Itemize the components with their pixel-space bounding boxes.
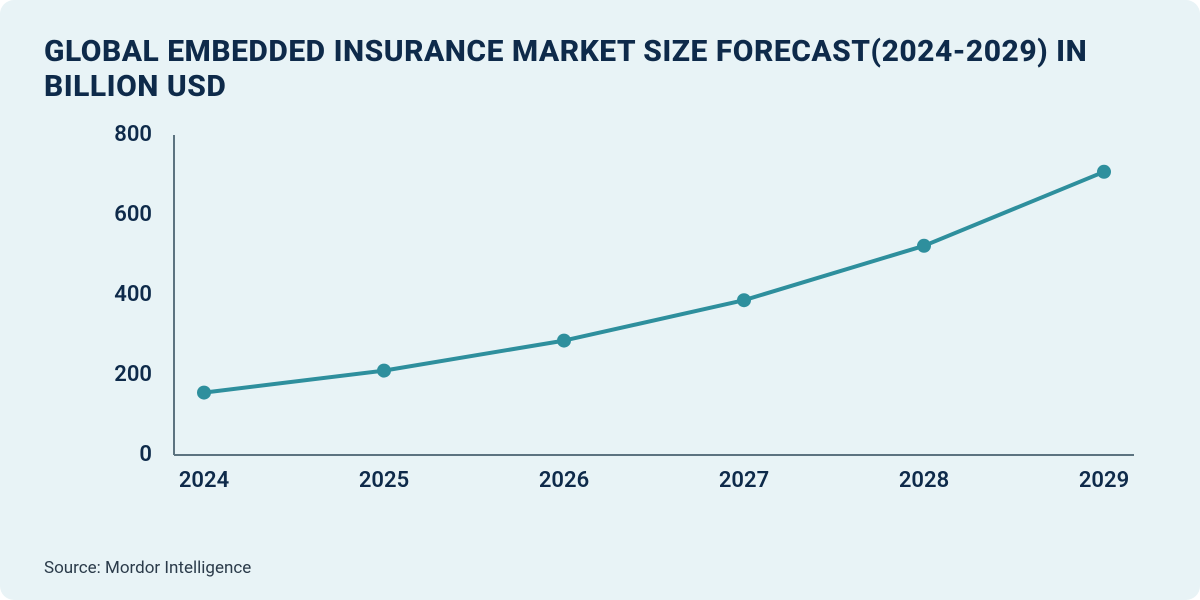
y-tick-label: 200 [114,362,152,387]
x-tick-label: 2029 [1079,468,1129,493]
chart-card: GLOBAL EMBEDDED INSURANCE MARKET SIZE FO… [0,0,1200,600]
x-tick-label: 2028 [899,468,949,493]
x-tick-label: 2027 [719,468,769,493]
x-tick-label: 2024 [179,468,229,493]
chart-title: GLOBAL EMBEDDED INSURANCE MARKET SIZE FO… [44,34,1156,105]
chart-area: 0 200 400 600 800 2024 2025 2026 2027 2028 2029 [44,115,1156,515]
series-line [204,172,1104,393]
series-marker [1097,165,1111,179]
source-attribution: Source: Mordor Intelligence [44,558,251,578]
series-marker [377,363,391,377]
x-tick-label: 2026 [539,468,589,493]
series-marker [557,333,571,347]
series-marker [917,239,931,253]
y-tick-label: 0 [139,442,152,467]
series-marker [737,293,751,307]
line-chart-svg: 0 200 400 600 800 2024 2025 2026 2027 2028 2029 [44,115,1156,515]
series-marker [197,385,211,399]
y-tick-label: 400 [114,282,152,307]
y-tick-label: 600 [114,202,152,227]
y-tick-label: 800 [114,122,152,147]
x-tick-label: 2025 [359,468,409,493]
